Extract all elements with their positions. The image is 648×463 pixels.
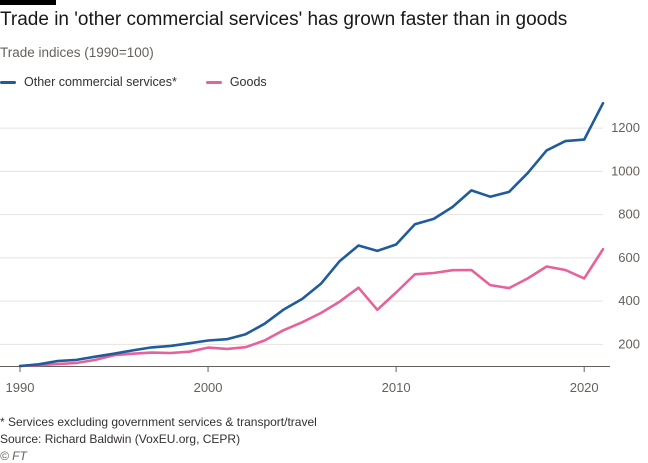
series-line-services xyxy=(18,101,605,368)
y-tick-label: 1200 xyxy=(611,120,640,135)
y-tick-label: 200 xyxy=(618,336,640,351)
chart-subtitle: Trade indices (1990=100) xyxy=(0,45,154,60)
legend-swatch-services xyxy=(0,80,16,84)
legend: Other commercial services* Goods xyxy=(0,75,296,89)
legend-item-goods: Goods xyxy=(205,75,267,89)
source-note: Source: Richard Baldwin (VoxEU.org, CEPR… xyxy=(0,432,241,446)
x-tick-label: 2020 xyxy=(570,380,599,395)
x-tick-label: 2010 xyxy=(382,380,411,395)
y-tick-label: 600 xyxy=(618,250,640,265)
legend-label-goods: Goods xyxy=(229,75,267,89)
legend-label-services: Other commercial services* xyxy=(24,75,177,89)
x-tick-label: 2000 xyxy=(194,380,223,395)
y-tick-label: 1000 xyxy=(611,163,640,178)
chart-title: Trade in 'other commercial services' has… xyxy=(0,9,568,30)
footnote: * Services excluding government services… xyxy=(0,415,317,429)
y-tick-label: 400 xyxy=(618,293,640,308)
y-tick-label: 800 xyxy=(618,207,640,222)
brand-bar xyxy=(0,0,56,5)
x-tick-label: 1990 xyxy=(6,380,35,395)
credit: © FT xyxy=(0,449,27,463)
legend-swatch-goods xyxy=(205,80,222,84)
legend-item-services: Other commercial services* xyxy=(0,75,177,89)
series-line-goods xyxy=(18,247,605,368)
